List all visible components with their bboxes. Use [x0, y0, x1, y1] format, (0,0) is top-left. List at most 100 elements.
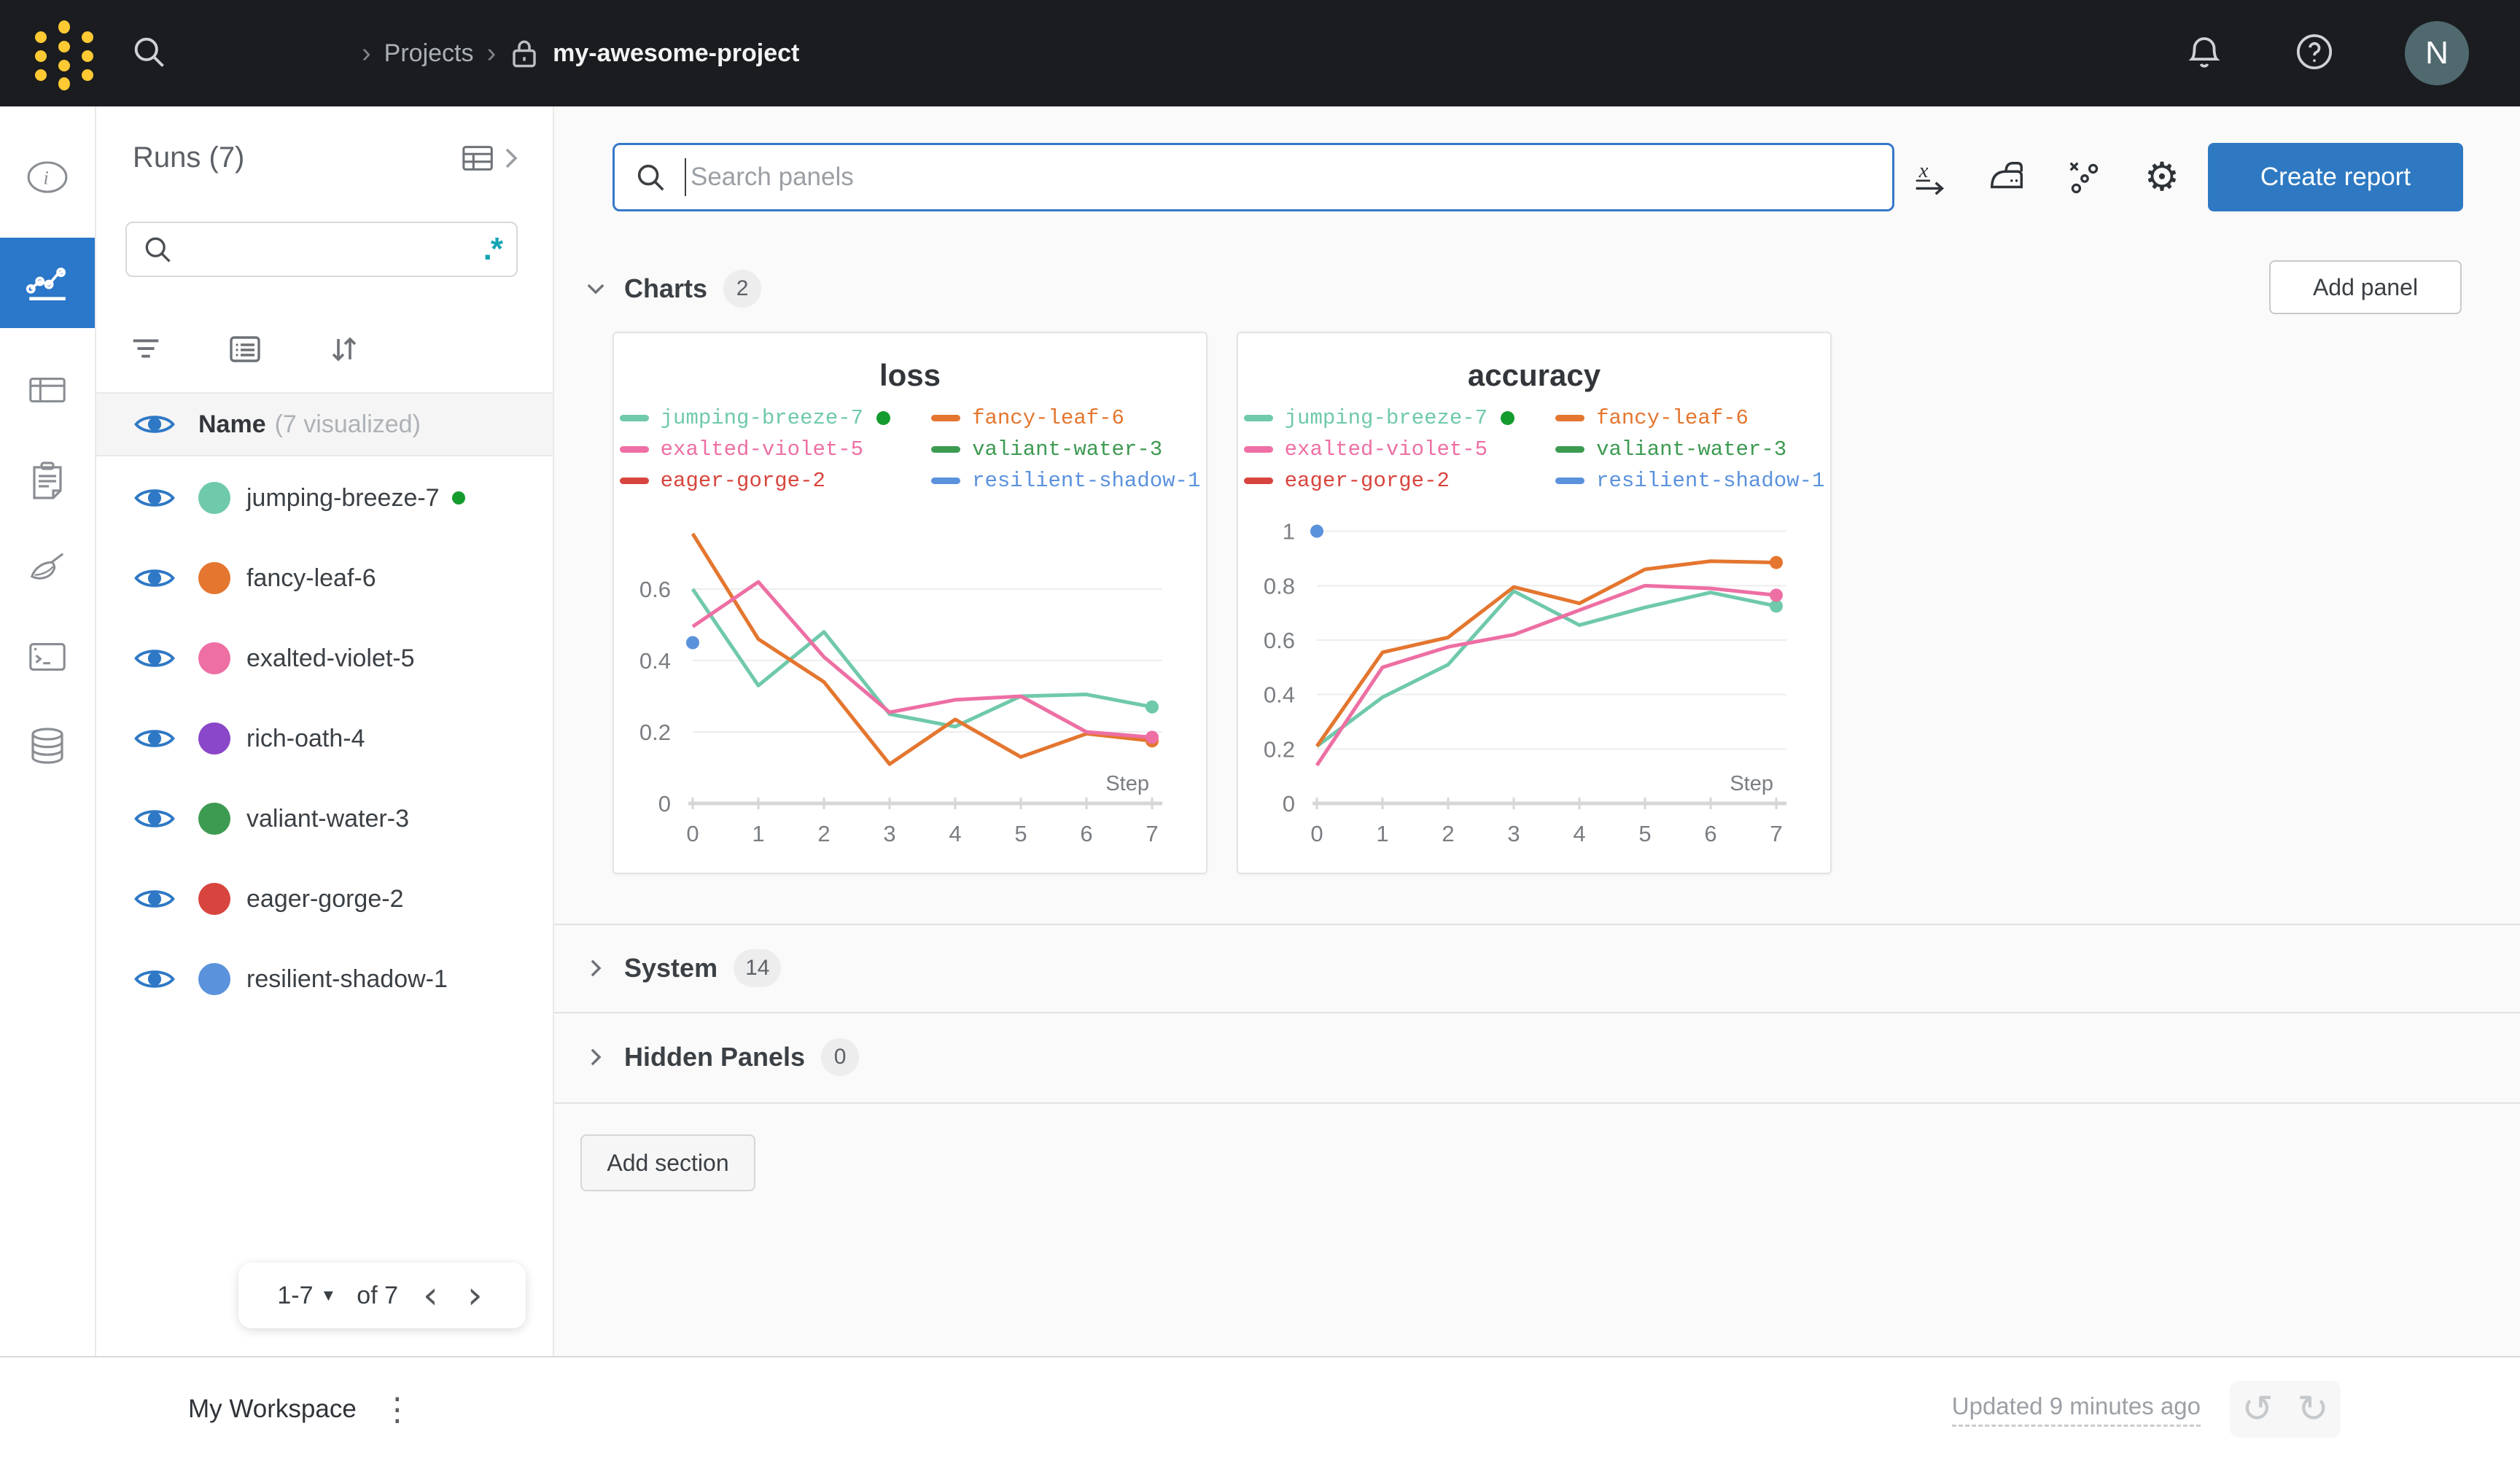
- visibility-eye-icon[interactable]: [134, 565, 175, 591]
- help-icon[interactable]: [2294, 31, 2335, 76]
- legend-item[interactable]: valiant-water-3: [1555, 437, 1824, 461]
- loss-line-chart: 0 0.2 0.4 0.6 0 1 2 3 4 5 6 7 Step: [639, 532, 1162, 846]
- lock-icon: [509, 36, 540, 70]
- accuracy-panel-card[interactable]: accuracy jumping-breeze-7 fancy-leaf-6 exa…: [1237, 332, 1832, 874]
- workspace-menu-kebab-icon[interactable]: ⋮: [381, 1390, 413, 1428]
- nav-sweeps-broom-icon[interactable]: [0, 523, 95, 612]
- legend-item[interactable]: eager-gorge-2: [1243, 469, 1514, 493]
- visibility-eye-icon[interactable]: [134, 886, 175, 912]
- runs-search-input[interactable]: [185, 235, 483, 263]
- svg-text:2: 2: [817, 821, 830, 846]
- breadcrumb-project-name[interactable]: my-awesome-project: [553, 39, 800, 67]
- global-search-icon[interactable]: [130, 33, 168, 74]
- add-panel-button[interactable]: Add panel: [2269, 260, 2462, 314]
- loss-panel-card[interactable]: loss jumping-breeze-7 fancy-leaf-6 exalted…: [612, 332, 1208, 874]
- smoothing-iron-icon[interactable]: [1988, 157, 2027, 197]
- section-divider: [554, 924, 2520, 925]
- run-name[interactable]: eager-gorge-2: [246, 884, 404, 913]
- run-name[interactable]: fancy-leaf-6: [246, 564, 376, 592]
- legend-item[interactable]: eager-gorge-2: [619, 469, 890, 493]
- run-row[interactable]: rich-oath-4: [96, 698, 553, 779]
- legend-label: jumping-breeze-7: [660, 406, 864, 430]
- filter-icon[interactable]: [96, 333, 195, 365]
- svg-text:0: 0: [686, 821, 699, 846]
- svg-text:3: 3: [1507, 821, 1520, 846]
- run-row[interactable]: valiant-water-3: [96, 779, 553, 859]
- nav-artifacts-database-icon[interactable]: [0, 701, 95, 790]
- nav-logs-terminal-icon[interactable]: [0, 612, 95, 701]
- run-row[interactable]: eager-gorge-2: [96, 859, 553, 939]
- hidden-panels-section-label: Hidden Panels: [624, 1042, 806, 1072]
- legend-item[interactable]: resilient-shadow-1: [931, 469, 1200, 493]
- breadcrumb-projects-link[interactable]: Projects: [384, 39, 474, 67]
- run-name[interactable]: jumping-breeze-7: [246, 483, 440, 512]
- panels-search-input[interactable]: Search panels: [691, 163, 854, 191]
- visibility-eye-icon[interactable]: [134, 485, 175, 511]
- legend-item[interactable]: valiant-water-3: [931, 437, 1200, 461]
- legend-item[interactable]: resilient-shadow-1: [1555, 469, 1824, 493]
- page-size-dropdown[interactable]: 1-7 ▼: [277, 1281, 337, 1309]
- runs-list: jumping-breeze-7 fancy-leaf-6 exalted-viol…: [96, 458, 553, 1019]
- visibility-eye-icon[interactable]: [134, 806, 175, 832]
- legend-swatch: [619, 415, 649, 421]
- legend-label: eager-gorge-2: [1284, 469, 1450, 493]
- nav-tables-icon[interactable]: [0, 346, 95, 435]
- visualized-count: (7 visualized): [274, 410, 421, 438]
- chevron-right-icon: [591, 1048, 602, 1066]
- avatar[interactable]: N: [2405, 21, 2469, 85]
- outliers-icon[interactable]: [2065, 157, 2104, 197]
- chart-legend: jumping-breeze-7 fancy-leaf-6 exalted-viol…: [1238, 406, 1830, 493]
- legend-item[interactable]: fancy-leaf-6: [931, 406, 1200, 430]
- undo-icon[interactable]: ↺: [2230, 1381, 2285, 1438]
- legend-swatch: [1555, 478, 1585, 484]
- run-color-dot: [198, 722, 230, 755]
- run-row[interactable]: jumping-breeze-7: [96, 458, 553, 538]
- run-name[interactable]: valiant-water-3: [246, 804, 409, 833]
- section-divider: [554, 1102, 2520, 1104]
- x-axis-settings-icon[interactable]: x: [1910, 157, 1950, 197]
- legend-swatch: [931, 478, 961, 484]
- settings-gear-icon[interactable]: ⚙: [2144, 154, 2180, 200]
- redo-icon[interactable]: ↻: [2285, 1381, 2341, 1438]
- updated-timestamp: Updated 9 minutes ago: [1951, 1392, 2201, 1427]
- workspace-footer: My Workspace ⋮ Updated 9 minutes ago ↺ ↻: [0, 1356, 2520, 1461]
- nav-notes-clipboard-icon[interactable]: [0, 435, 95, 523]
- hidden-panels-section-header[interactable]: Hidden Panels 0: [583, 1038, 860, 1076]
- legend-item[interactable]: exalted-violet-5: [619, 437, 890, 461]
- run-color-dot: [198, 803, 230, 835]
- notifications-bell-icon[interactable]: [2185, 32, 2224, 75]
- visibility-eye-icon[interactable]: [134, 725, 175, 752]
- regex-toggle-icon[interactable]: .*: [483, 231, 503, 268]
- runs-search-box: .*: [125, 222, 518, 277]
- legend-item[interactable]: jumping-breeze-7: [619, 406, 891, 430]
- create-report-button[interactable]: Create report: [2208, 143, 2463, 211]
- run-name[interactable]: rich-oath-4: [246, 724, 365, 752]
- charts-section-header[interactable]: Charts 2: [583, 270, 762, 308]
- visibility-eye-icon[interactable]: [134, 645, 175, 671]
- legend-item[interactable]: fancy-leaf-6: [1555, 406, 1824, 430]
- run-row[interactable]: fancy-leaf-6: [96, 538, 553, 618]
- legend-label: eager-gorge-2: [660, 469, 825, 493]
- visibility-all-eye-icon[interactable]: [134, 411, 175, 437]
- run-name[interactable]: resilient-shadow-1: [246, 965, 448, 993]
- svg-text:0: 0: [1310, 821, 1323, 846]
- wandb-logo-icon[interactable]: [29, 15, 99, 91]
- search-icon: [637, 164, 664, 191]
- sort-icon[interactable]: [295, 332, 394, 367]
- visibility-eye-icon[interactable]: [134, 966, 175, 992]
- nav-workspace-chart-icon[interactable]: [0, 238, 95, 328]
- open-runs-table-button[interactable]: [461, 142, 521, 174]
- legend-label: fancy-leaf-6: [972, 406, 1124, 430]
- group-list-icon[interactable]: [195, 333, 295, 365]
- system-section-header[interactable]: System 14: [583, 949, 782, 987]
- nav-overview-info-icon[interactable]: i: [0, 133, 95, 222]
- legend-item[interactable]: exalted-violet-5: [1243, 437, 1514, 461]
- add-section-button[interactable]: Add section: [580, 1134, 755, 1191]
- svg-text:2: 2: [1442, 821, 1454, 846]
- legend-swatch: [1243, 478, 1273, 484]
- run-row[interactable]: exalted-violet-5: [96, 618, 553, 698]
- run-name[interactable]: exalted-violet-5: [246, 644, 415, 672]
- legend-item[interactable]: jumping-breeze-7: [1243, 406, 1515, 430]
- legend-swatch: [619, 446, 649, 453]
- run-row[interactable]: resilient-shadow-1: [96, 939, 553, 1019]
